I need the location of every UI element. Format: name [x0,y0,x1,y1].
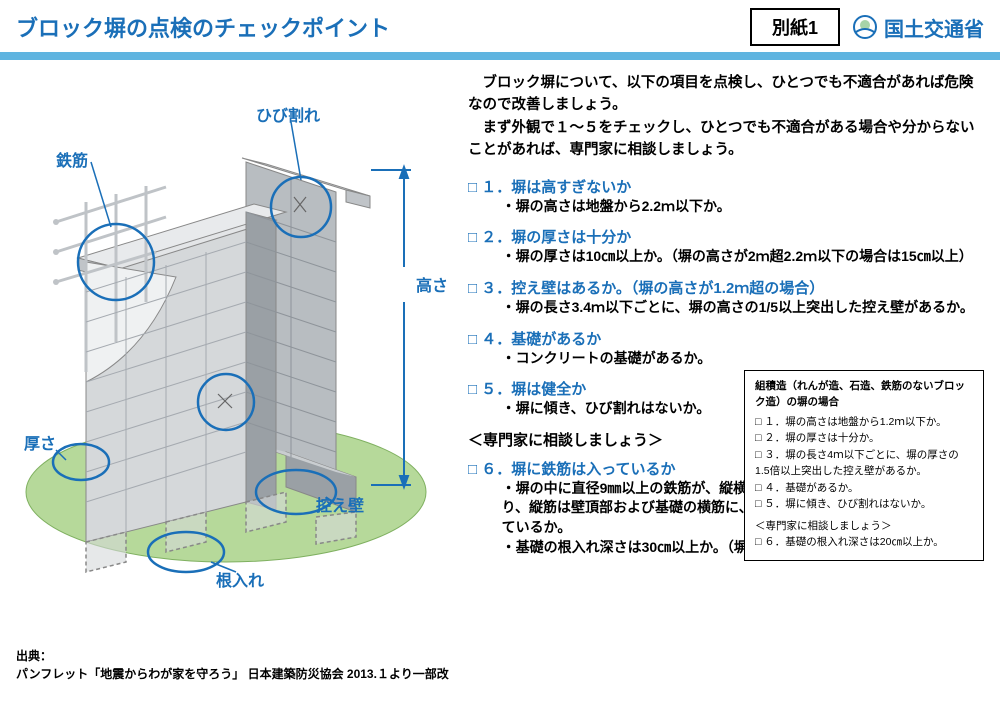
check-head-2: □ ２．塀の厚さは十分か [468,226,984,247]
sidebar-item-1: □ １．塀の高さは地盤から1.2ｍ以下か。 [755,415,973,431]
label-buttress: 控え壁 [316,492,364,516]
sidebar-title: 組積造（れんが造、石造、鉄筋のないブロック造）の塀の場合 [755,379,973,411]
check-head-1: □ １．塀は高すぎないか [468,176,984,197]
sidebar-item-6: □ ６．基礎の根入れ深さは20㎝以上か。 [755,535,973,551]
diagram-column: ひび割れ 鉄筋 高さ 厚さ 控え壁 根入れ [16,72,456,592]
sidebar-box: 組積造（れんが造、石造、鉄筋のないブロック造）の塀の場合 □ １．塀の高さは地盤… [744,370,984,561]
page-title: ブロック塀の点検のチェックポイント [16,11,750,43]
check-body-2: ・塀の厚さは10㎝以上か。（塀の高さが2ｍ超2.2ｍ以下の場合は15㎝以上） [468,247,984,267]
header: ブロック塀の点検のチェックポイント 別紙1 国土交通省 [0,0,1000,50]
check-item-2: □ ２．塀の厚さは十分か・塀の厚さは10㎝以上か。（塀の高さが2ｍ超2.2ｍ以下… [468,226,984,267]
label-height: 高さ [416,272,448,296]
intro-text: ブロック塀について、以下の項目を点検し、ひとつでも不適合があれば危険なので改善し… [468,72,984,162]
ministry-name: 国土交通省 [884,13,984,42]
check-head-4: □ ４．基礎があるか [468,328,984,349]
sidebar-item-5: □ ５．塀に傾き、ひび割れはないか。 [755,497,973,513]
intro-p1: ブロック塀について、以下の項目を点検し、ひとつでも不適合があれば危険なので改善し… [468,72,984,117]
label-foundation: 根入れ [216,567,264,591]
check-item-1: □ １．塀は高すぎないか・塀の高さは地盤から2.2ｍ以下か。 [468,176,984,217]
label-thickness: 厚さ [24,430,56,454]
sidebar-item-4: □ ４．基礎があるか。 [755,481,973,497]
sidebar-expert: ＜専門家に相談しましょう＞ [755,519,973,535]
check-body-4: ・コンクリートの基礎があるか。 [468,349,984,369]
ministry-logo: 国土交通省 [852,13,984,42]
check-item-3: □ ３．控え壁はあるか。（塀の高さが1.2ｍ超の場合）・塀の長さ3.4ｍ以下ごと… [468,277,984,318]
header-divider [0,52,1000,60]
sidebar-item-3: □ ３．塀の長さ4ｍ以下ごとに、塀の厚さの1.5倍以上突出した控え壁があるか。 [755,448,973,480]
intro-p2: まず外観で１～５をチェックし、ひとつでも不適合がある場合や分からないことがあれば… [468,117,984,162]
check-item-4: □ ４．基礎があるか・コンクリートの基礎があるか。 [468,328,984,369]
label-rebar: 鉄筋 [56,147,88,171]
citation-text: パンフレット「地震からわが家を守ろう」 日本建築防災協会 2013.１より一部改 [16,667,449,681]
ministry-logo-icon [852,14,878,40]
check-body-3: ・塀の長さ3.4ｍ以下ごとに、塀の高さの1/5以上突出した控え壁があるか。 [468,298,984,318]
check-body-1: ・塀の高さは地盤から2.2ｍ以下か。 [468,197,984,217]
check-head-3: □ ３．控え壁はあるか。（塀の高さが1.2ｍ超の場合） [468,277,984,298]
label-crack: ひび割れ [256,102,320,126]
citation-label: 出典： [16,649,52,663]
citation: 出典： パンフレット「地震からわが家を守ろう」 日本建築防災協会 2013.１よ… [16,647,449,683]
attachment-label: 別紙1 [750,8,840,46]
sidebar-item-2: □ ２．塀の厚さは十分か。 [755,431,973,447]
